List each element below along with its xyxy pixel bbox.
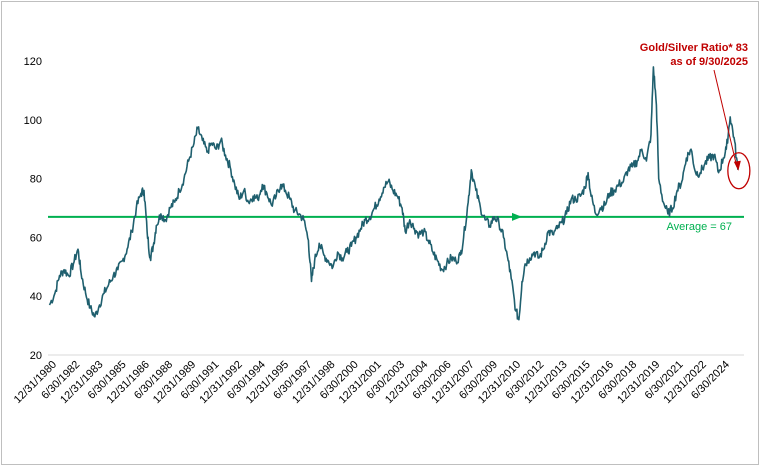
x-axis: 12/31/19806/30/198212/31/19836/30/198512… <box>12 354 744 406</box>
average-line-group: Average = 67 <box>48 212 744 233</box>
y-axis: 20 40 60 80 100 120 <box>24 56 42 362</box>
y-tick-label: 120 <box>24 56 42 68</box>
annotation-line1: Gold/Silver Ratio* 83 <box>640 42 748 54</box>
series-group <box>48 66 739 321</box>
annotation-line2: as of 9/30/2025 <box>670 56 748 68</box>
y-tick-label: 100 <box>24 115 42 127</box>
average-label: Average = 67 <box>666 221 732 233</box>
y-tick-label: 80 <box>30 174 42 186</box>
y-tick-label: 20 <box>30 350 42 362</box>
annotation-arrow-line <box>713 69 738 167</box>
annotation-group: Gold/Silver Ratio* 83 as of 9/30/2025 <box>640 42 751 190</box>
annotation-arrowhead <box>733 160 741 171</box>
y-tick-label: 60 <box>30 232 42 244</box>
y-tick-label: 40 <box>30 291 42 303</box>
average-arrow <box>512 212 522 221</box>
series-line <box>48 66 739 321</box>
annotation-circle <box>727 152 751 190</box>
